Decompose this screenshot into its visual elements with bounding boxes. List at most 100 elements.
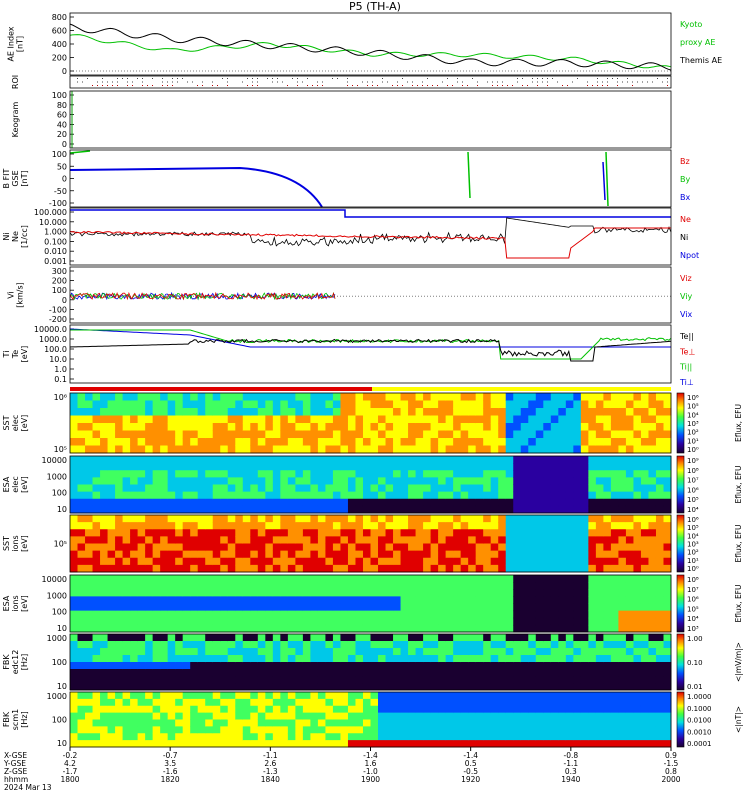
frame-esa_i: [69, 574, 672, 633]
ytick-temp-5: 0.1: [54, 375, 67, 384]
footer-y-6: -1.5: [664, 759, 679, 768]
ytick-bfield-2: 0: [62, 175, 67, 184]
cbar-tick-esa_e-4: 10⁵: [687, 496, 699, 504]
cbar-tick-sst_e-2: 10⁴: [687, 411, 699, 419]
cbar-tick-sst_i-0: 10⁶: [687, 516, 699, 524]
frame-bfield: [69, 149, 672, 208]
bx-line: [69, 166, 323, 208]
vel-line-1: [69, 291, 336, 301]
panel-sst_e: SSTelec[eV]10⁶10⁵10⁶10⁵10⁴10³10²10¹10⁰Ef…: [2, 392, 743, 454]
footer-z-5: 0.3: [565, 767, 577, 776]
cbar-tick-sst_i-5: 10¹: [687, 557, 699, 565]
ylabel-density: NiNe[1/cc]: [2, 225, 29, 248]
footer-x-0: -0.2: [63, 751, 78, 760]
ytick-temp-0: 10000.0: [34, 325, 67, 334]
ytick-bfield-4: -100: [49, 199, 67, 208]
cbar-tick-sst_e-5: 10¹: [687, 437, 699, 445]
date-label: 2024 Mar 13: [4, 783, 52, 792]
footer-t-0: 1800: [60, 775, 79, 784]
legend-temp-3: Ti⊥: [679, 378, 694, 387]
footer-t-6: 2000: [661, 775, 680, 784]
series-line-0: [69, 34, 672, 69]
footer-x-6: 0.9: [665, 751, 677, 760]
frame-keogram: [69, 90, 672, 149]
panel-sst_i: SSTions[eV] 10⁵10⁶10⁵10⁴10³10²10¹10⁰Eflux…: [2, 514, 743, 573]
ytick-sst_i-0: 10⁵: [54, 540, 67, 549]
cbar-tick-fbk_e-2: 0.01: [687, 683, 703, 691]
cbar-tick-esa_i-1: 10⁷: [687, 586, 699, 594]
ytick-density-0: 100.000: [34, 208, 67, 217]
footer-z-2: -1.3: [263, 767, 278, 776]
ytick-velocity-3: 0: [62, 296, 67, 305]
ti-perp-line: [69, 328, 671, 348]
ylabel-esa_e: ESAelec[eV]: [2, 476, 29, 493]
footer-t-1: 1820: [161, 775, 180, 784]
cbar-tick-fbk_b-3: 0.0010: [687, 728, 712, 736]
frame-sst_e: [69, 392, 672, 454]
ytick-esa_i-2: 100: [52, 608, 67, 617]
legend-velocity-2: Vix: [680, 310, 693, 319]
te-par-line: [69, 338, 672, 362]
cbar-title-sst_i: Eflux, EFU: [734, 525, 743, 563]
ytick-velocity-5: -200: [49, 315, 67, 324]
footer-z-6: 0.8: [665, 767, 677, 776]
footer-t-3: 1900: [361, 775, 380, 784]
cbar-tick-sst_i-6: 10⁰: [687, 565, 699, 573]
cbar-tick-fbk_b-0: 1.0000: [687, 693, 712, 701]
panel-fbk_e: FBKedc12[Hz] 1000 100 10 1.00 0.10 0.01 <|mV/m|…: [2, 633, 743, 691]
colorbar-fbk_e: [676, 633, 685, 691]
ytick-velocity-1: 200: [52, 277, 67, 286]
footer-y-0: 4.2: [64, 759, 76, 768]
legend-ae-1: proxy AE: [680, 38, 715, 47]
ylabel-esa_i: ESAions[eV]: [2, 595, 29, 612]
cbar-tick-esa_e-5: 10⁴: [687, 506, 699, 514]
ytick-fbk_b-1: 100: [52, 716, 67, 725]
cbar-tick-esa_e-1: 10⁸: [687, 467, 699, 475]
ylabel-velocity: Vi[km/s]: [7, 282, 25, 308]
frame-velocity: [69, 266, 672, 324]
footer-x-3: -1.4: [363, 751, 378, 760]
cbar-tick-sst_e-3: 10³: [687, 420, 699, 428]
mode-bar-fast: [372, 387, 671, 391]
cbar-tick-esa_i-4: 10⁴: [687, 615, 699, 623]
ylabel-bfield: B FITGSE[nT]: [2, 168, 29, 188]
cbar-title-esa_i: Eflux, EFU: [734, 585, 743, 623]
by-spike-2: [605, 151, 609, 207]
ytick-esa_e-2: 100: [52, 489, 67, 498]
panel-density: NiNe[1/cc] 100.00010.0001.0000.1000.0100.…: [2, 207, 699, 266]
panel-ae: AE Index[nT] 800 600 400 200 0 Kyoto proxy AE Th…: [7, 12, 722, 76]
ni-line: [69, 217, 672, 247]
ytick-esa_i-1: 1000: [47, 591, 67, 600]
legend-ae-2: Themis AE: [679, 56, 722, 65]
colorbar-esa_i: [676, 574, 685, 633]
ytick-temp-4: 1.0: [54, 365, 67, 374]
by-spike-1: [467, 151, 471, 199]
cbar-tick-fbk_b-4: 0.0001: [687, 740, 712, 748]
series-line-1: [69, 23, 672, 71]
ytick-bfield-1: 50: [57, 162, 67, 171]
ytick-ae-1: 600: [52, 27, 67, 36]
frame-roi: [69, 75, 672, 89]
cbar-title-fbk_b: <|nT|>: [734, 706, 743, 733]
mode-bar-slow: [70, 387, 372, 391]
ylabel-ae: AE Index[nT]: [7, 26, 25, 61]
ne-line: [69, 227, 671, 259]
ytick-temp-2: 100.0: [44, 345, 67, 354]
cbar-tick-sst_e-0: 10⁶: [687, 394, 699, 402]
footer-y-3: 1.6: [365, 759, 377, 768]
ytick-ae-4: 0: [62, 67, 67, 76]
ytick-fbk_b-0: 1000: [47, 692, 67, 701]
legend-ae-0: Kyoto: [680, 20, 702, 29]
ytick-density-1: 10.000: [39, 218, 67, 227]
footer-row-label-2: Z-GSE: [4, 767, 28, 776]
footer-z-3: -1.0: [363, 767, 378, 776]
footer-y-1: 3.5: [164, 759, 176, 768]
bx-spike: [602, 161, 606, 201]
panel-fbk_b: FBKscm1[Hz] 1000 100 10 1.0000 0.1000 0.0100 0.…: [2, 691, 743, 748]
ytick-ae-0: 800: [52, 13, 67, 22]
legend-bfield-1: By: [680, 175, 690, 184]
plot-title: P5 (TH-A): [349, 0, 401, 13]
vel-line-2: [69, 291, 336, 301]
cbar-title-esa_e: Eflux, EFU: [734, 466, 743, 504]
